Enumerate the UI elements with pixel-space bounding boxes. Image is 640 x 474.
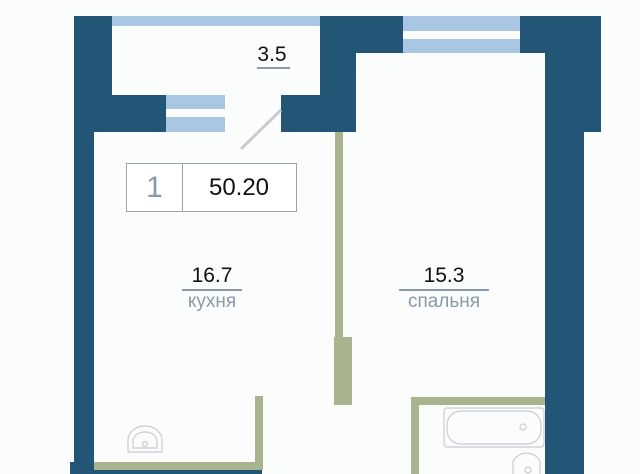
- rooms-count: 1: [127, 164, 183, 211]
- bedroom-label: спальня: [407, 291, 481, 312]
- balcony-door-swing: [239, 108, 283, 151]
- partition-bathroom-top: [411, 397, 545, 405]
- partition-kitchen-bedroom-thick: [334, 337, 352, 405]
- apartment-info-box: 1 50.20: [126, 163, 297, 212]
- bedroom-window-pane: [403, 16, 520, 31]
- bedroom-window-pane: [403, 39, 520, 53]
- wall-bottom: [94, 470, 262, 474]
- kitchen-sink-icon: [127, 425, 163, 453]
- total-area: 50.20: [208, 173, 270, 201]
- bedroom-area-underline: [399, 289, 489, 291]
- wall-top-right: [520, 16, 601, 53]
- kitchen-window-pane: [166, 117, 225, 132]
- partition-kitchen-bedroom: [335, 132, 343, 338]
- wall-right: [545, 132, 584, 474]
- kitchen-area-underline: [182, 289, 242, 291]
- wall-right-upper: [545, 53, 601, 132]
- wall-left-foot: [70, 462, 94, 474]
- partition-kitchen-bottom: [94, 462, 262, 470]
- balcony-area-underline: [257, 67, 290, 69]
- wall-left: [74, 132, 94, 474]
- kitchen-area: 16.7: [191, 264, 233, 287]
- kitchen-window-pane: [166, 95, 225, 109]
- bathroom-sink-icon: [512, 452, 541, 474]
- wall-balcony-left: [74, 95, 166, 132]
- balcony-area: 3.5: [257, 43, 287, 66]
- bathtub-icon: [443, 407, 545, 448]
- bedroom-area: 15.3: [423, 264, 465, 287]
- balcony-glazing: [112, 16, 320, 26]
- wall-top-center: [320, 16, 403, 53]
- kitchen-label: кухня: [187, 291, 237, 312]
- partition-kitchen-vertical: [255, 396, 263, 470]
- partition-bathroom-left: [411, 397, 419, 474]
